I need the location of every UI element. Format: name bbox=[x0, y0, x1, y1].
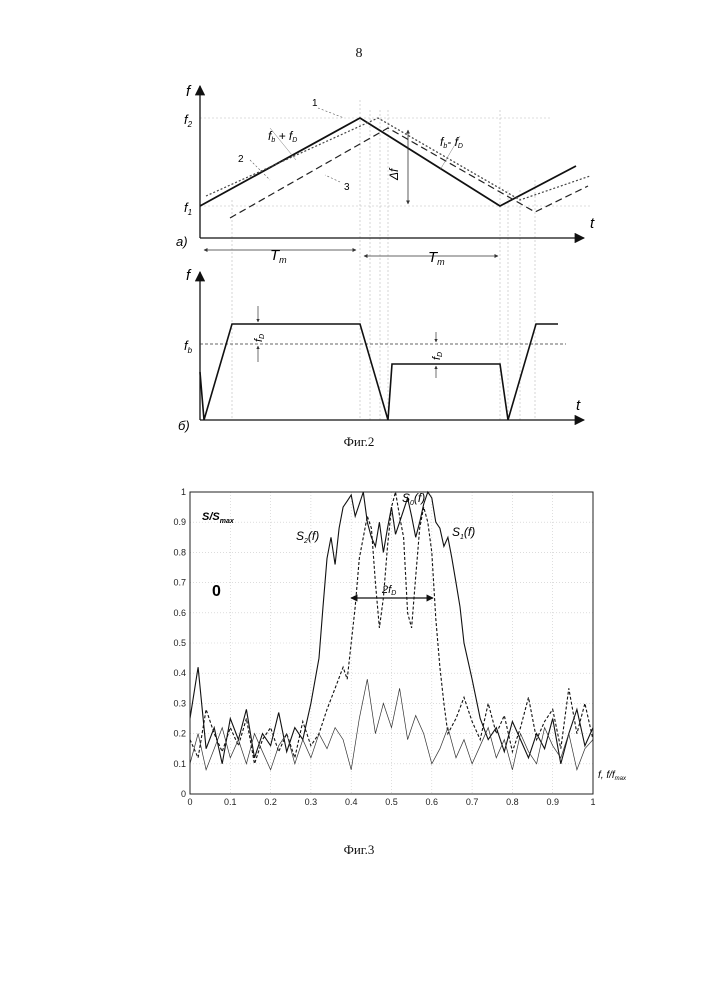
x-tick-label: 0.6 bbox=[426, 797, 439, 807]
y-tick-label: 0.2 bbox=[173, 729, 186, 739]
width-label: 2fD bbox=[381, 584, 396, 597]
fig3-x-label: f, f/fmax bbox=[598, 770, 627, 782]
y-tick-label: 1 bbox=[181, 487, 186, 497]
x-tick-label: 0.5 bbox=[385, 797, 398, 807]
x-tick-label: 0.7 bbox=[466, 797, 479, 807]
x-tick-label: 0.8 bbox=[506, 797, 519, 807]
s2-label: S2(f) bbox=[296, 529, 319, 545]
fig3-y-label: S/Smax bbox=[202, 511, 235, 525]
x-tick-label: 0.4 bbox=[345, 797, 358, 807]
fig3-zero-label: 0 bbox=[212, 583, 221, 600]
y-tick-label: 0.7 bbox=[173, 578, 186, 588]
s1-label: S1(f) bbox=[452, 525, 475, 541]
s0-label: S0(f) bbox=[402, 491, 425, 507]
y-tick-label: 0 bbox=[181, 789, 186, 799]
x-tick-label: 0 bbox=[187, 797, 192, 807]
y-tick-label: 0.3 bbox=[173, 698, 186, 708]
y-tick-label: 0.4 bbox=[173, 668, 186, 678]
x-tick-label: 0.3 bbox=[305, 797, 318, 807]
x-tick-label: 0.9 bbox=[546, 797, 559, 807]
x-tick-label: 1 bbox=[590, 797, 595, 807]
fig3-ticks: 0 0.1 0.2 0.3 0.4 0.5 0.6 0.7 0.8 0.9 1 0 0.1 0.2 0.3 0… bbox=[173, 487, 595, 807]
fig3-caption: Фиг.3 bbox=[0, 842, 718, 858]
y-tick-label: 0.5 bbox=[173, 638, 186, 648]
y-tick-label: 0.1 bbox=[173, 759, 186, 769]
y-tick-label: 0.8 bbox=[173, 547, 186, 557]
x-tick-label: 0.1 bbox=[224, 797, 237, 807]
y-tick-label: 0.9 bbox=[173, 517, 186, 527]
x-tick-label: 0.2 bbox=[264, 797, 277, 807]
y-tick-label: 0.6 bbox=[173, 608, 186, 618]
